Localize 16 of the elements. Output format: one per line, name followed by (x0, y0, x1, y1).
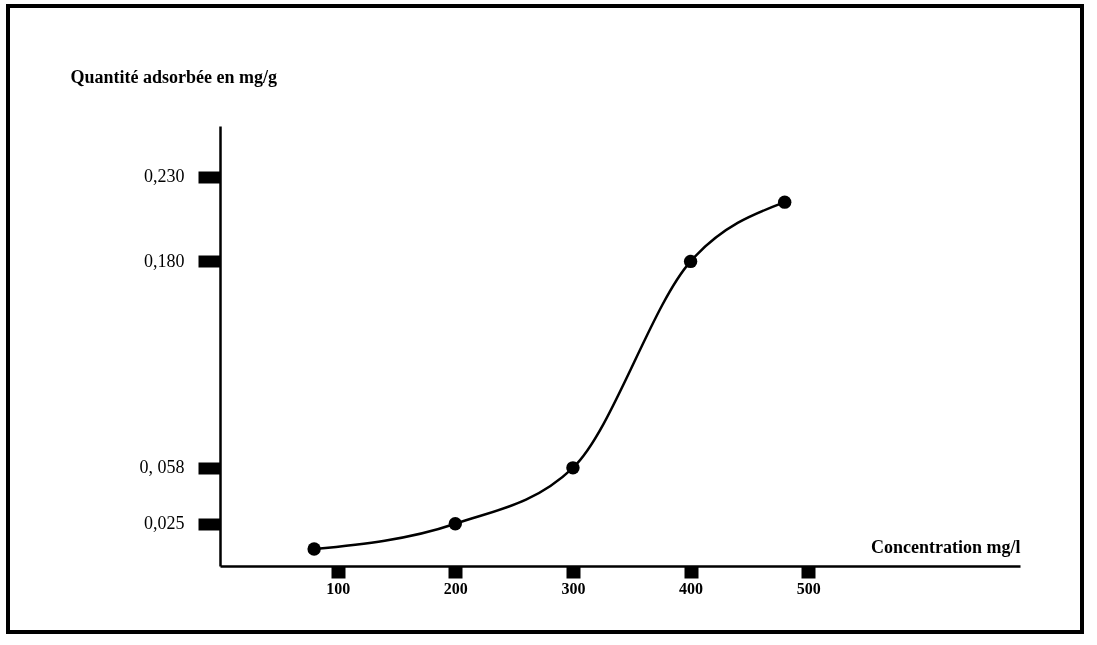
y-axis-title: Quantité adsorbée en mg/g (70, 66, 277, 87)
x-tick-label: 100 (326, 579, 351, 597)
y-tick-label: 0,180 (144, 250, 185, 271)
x-tick-label: 500 (796, 579, 821, 597)
x-axis-title: Concentration mg/l (871, 536, 1021, 557)
y-tick-label: 0, 058 (139, 457, 185, 478)
point (683, 254, 698, 269)
point (448, 517, 462, 531)
point (778, 195, 792, 209)
y-tick-label: 0,230 (144, 166, 185, 187)
x-tick-label: 400 (679, 579, 704, 597)
point (566, 461, 580, 475)
x-tick-label: 300 (561, 579, 586, 597)
point (307, 542, 321, 556)
y-tick-label: 0,025 (144, 513, 185, 534)
x-tick-label: 200 (443, 579, 468, 597)
